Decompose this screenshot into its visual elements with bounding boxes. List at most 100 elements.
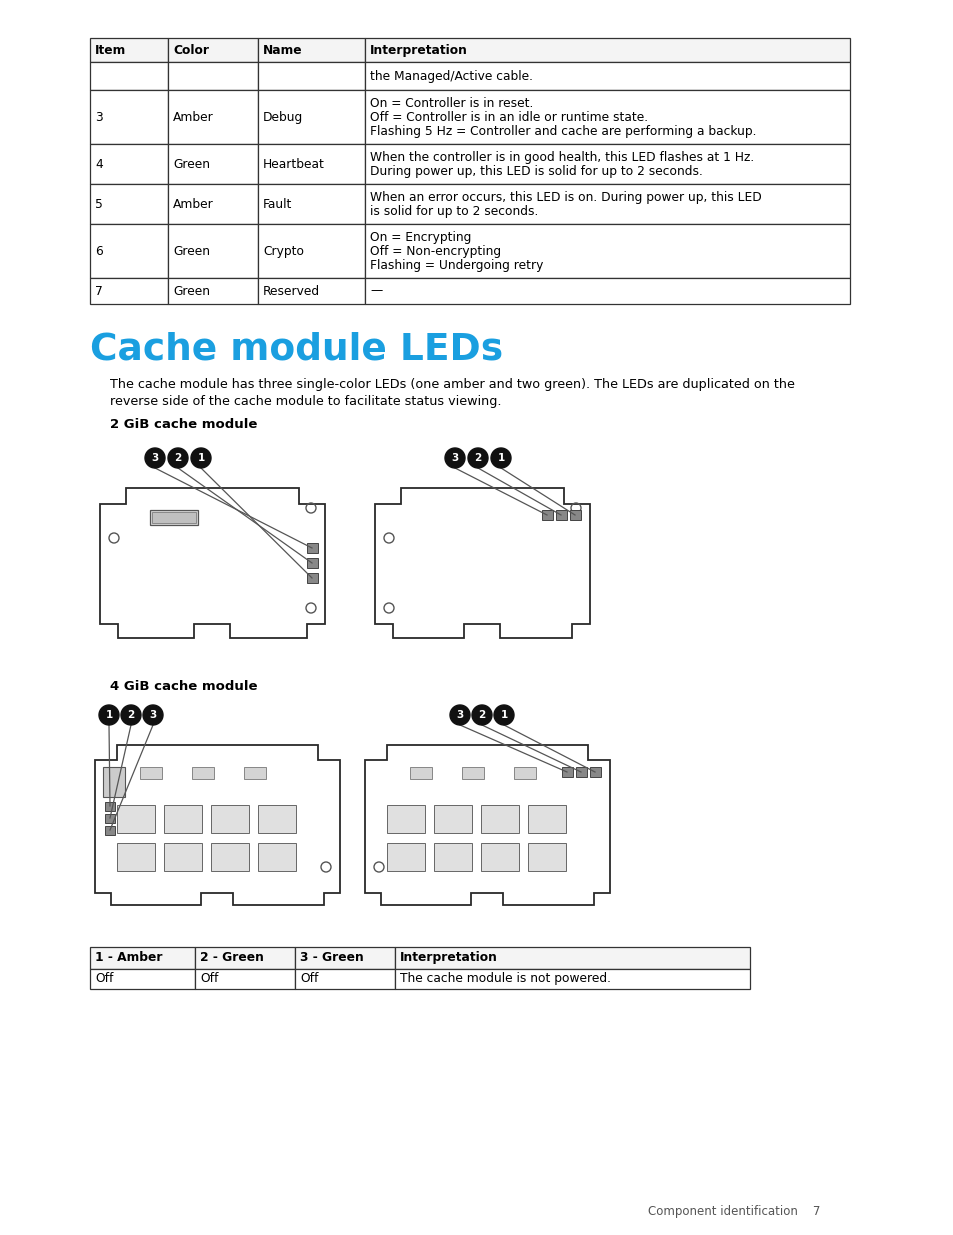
Text: Cache module LEDs: Cache module LEDs <box>90 332 502 368</box>
Bar <box>257 278 365 304</box>
Text: 2 GiB cache module: 2 GiB cache module <box>110 417 257 431</box>
Text: 5: 5 <box>95 198 103 210</box>
Circle shape <box>491 448 511 468</box>
Bar <box>480 844 518 871</box>
Bar <box>90 184 168 224</box>
Circle shape <box>472 705 492 725</box>
Bar <box>434 805 472 832</box>
Text: Reserved: Reserved <box>263 284 320 298</box>
Text: Debug: Debug <box>263 110 303 124</box>
Text: 2: 2 <box>477 710 485 720</box>
Bar <box>365 278 849 304</box>
Text: Off: Off <box>299 972 318 986</box>
Text: 2 - Green: 2 - Green <box>200 951 264 965</box>
Bar <box>257 62 365 90</box>
Bar <box>105 826 115 835</box>
Text: 2: 2 <box>174 453 181 463</box>
Bar <box>105 814 115 823</box>
Text: 6: 6 <box>95 245 103 258</box>
Bar <box>105 802 115 811</box>
Circle shape <box>191 448 211 468</box>
Bar <box>480 805 518 832</box>
Text: Off: Off <box>95 972 113 986</box>
Bar <box>257 90 365 144</box>
Text: is solid for up to 2 seconds.: is solid for up to 2 seconds. <box>370 205 537 217</box>
Bar <box>194 947 294 969</box>
Bar <box>527 805 565 832</box>
Bar <box>140 767 162 779</box>
Bar <box>168 278 257 304</box>
Text: Flashing = Undergoing retry: Flashing = Undergoing retry <box>370 258 543 272</box>
Circle shape <box>121 705 141 725</box>
Text: —: — <box>370 284 382 298</box>
Bar <box>387 805 424 832</box>
Bar <box>294 969 395 989</box>
Bar <box>410 767 432 779</box>
Bar <box>192 767 213 779</box>
Text: Crypto: Crypto <box>263 245 304 258</box>
Bar <box>365 90 849 144</box>
Bar <box>307 573 317 583</box>
Bar <box>365 62 849 90</box>
Text: The cache module is not powered.: The cache module is not powered. <box>399 972 610 986</box>
Text: Fault: Fault <box>263 198 292 210</box>
Text: 2: 2 <box>474 453 481 463</box>
Bar <box>117 844 154 871</box>
Text: Component identification    7: Component identification 7 <box>647 1205 820 1218</box>
Bar <box>365 224 849 278</box>
Bar <box>211 805 249 832</box>
Bar <box>556 510 566 520</box>
Bar <box>244 767 266 779</box>
Circle shape <box>143 705 163 725</box>
Text: 3: 3 <box>152 453 158 463</box>
Text: Item: Item <box>95 43 126 57</box>
Bar <box>365 144 849 184</box>
Text: 1: 1 <box>105 710 112 720</box>
Bar <box>90 90 168 144</box>
Bar <box>152 513 195 522</box>
Bar <box>257 805 295 832</box>
Bar <box>589 767 600 777</box>
Bar <box>90 38 168 62</box>
Text: On = Encrypting: On = Encrypting <box>370 231 471 243</box>
Bar <box>395 969 749 989</box>
Text: Color: Color <box>172 43 209 57</box>
Bar <box>90 969 194 989</box>
Text: Name: Name <box>263 43 302 57</box>
Bar <box>168 184 257 224</box>
Text: Off = Controller is in an idle or runtime state.: Off = Controller is in an idle or runtim… <box>370 110 647 124</box>
Bar <box>257 224 365 278</box>
Bar <box>164 805 202 832</box>
Text: Interpretation: Interpretation <box>370 43 467 57</box>
Text: When the controller is in good health, this LED flashes at 1 Hz.: When the controller is in good health, t… <box>370 151 754 163</box>
Bar <box>257 144 365 184</box>
Bar <box>90 947 194 969</box>
Circle shape <box>99 705 119 725</box>
Bar <box>90 224 168 278</box>
Text: 1: 1 <box>500 710 507 720</box>
Bar <box>168 38 257 62</box>
Circle shape <box>494 705 514 725</box>
Bar <box>168 144 257 184</box>
Bar <box>117 805 154 832</box>
Bar <box>103 767 125 797</box>
Text: 2: 2 <box>128 710 134 720</box>
Circle shape <box>145 448 165 468</box>
Text: reverse side of the cache module to facilitate status viewing.: reverse side of the cache module to faci… <box>110 395 501 408</box>
Text: During power up, this LED is solid for up to 2 seconds.: During power up, this LED is solid for u… <box>370 164 702 178</box>
Text: Green: Green <box>172 284 210 298</box>
Bar <box>365 38 849 62</box>
Bar <box>561 767 573 777</box>
Text: The cache module has three single-color LEDs (one amber and two green). The LEDs: The cache module has three single-color … <box>110 378 794 391</box>
Bar <box>307 558 317 568</box>
Bar <box>527 844 565 871</box>
Text: 3: 3 <box>456 710 463 720</box>
Text: Green: Green <box>172 245 210 258</box>
Text: 4: 4 <box>95 158 103 170</box>
Bar <box>387 844 424 871</box>
Text: 3: 3 <box>150 710 156 720</box>
Text: 3: 3 <box>451 453 458 463</box>
Bar <box>168 62 257 90</box>
Bar <box>90 144 168 184</box>
Bar <box>365 184 849 224</box>
